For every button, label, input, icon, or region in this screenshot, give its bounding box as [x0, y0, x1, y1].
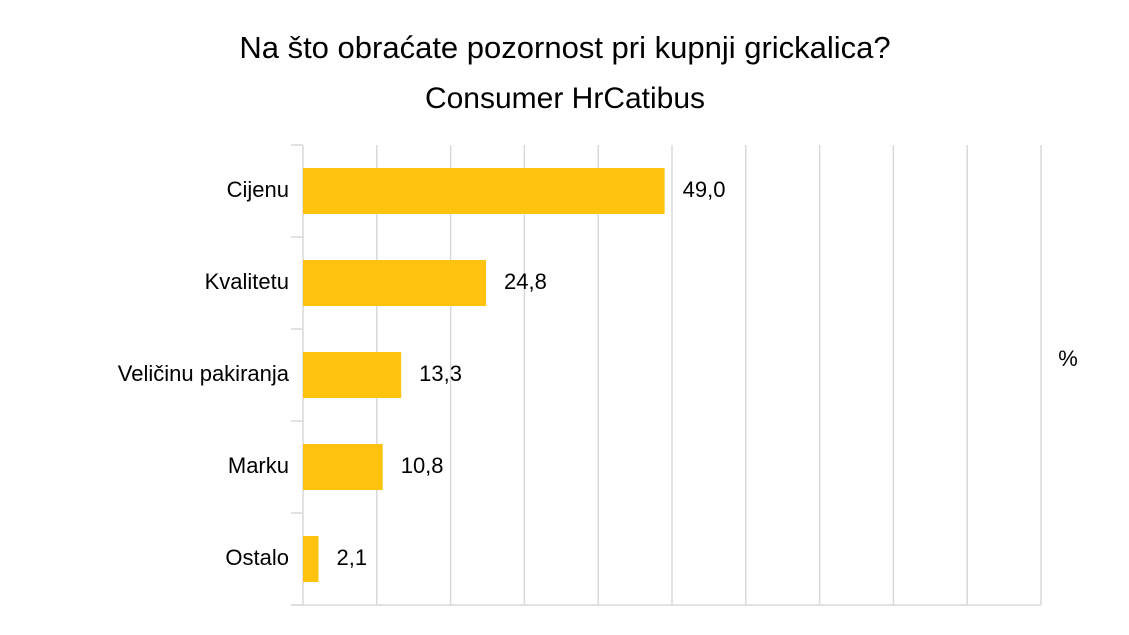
y-tick-label: Kvalitetu — [205, 269, 289, 294]
bar — [303, 352, 402, 398]
data-label: 24,8 — [504, 269, 547, 294]
bar — [303, 260, 487, 306]
y-tick-label: Marku — [228, 453, 289, 478]
y-tick-label: Cijenu — [227, 177, 289, 202]
unit-label: % — [1058, 346, 1078, 371]
bar — [303, 536, 319, 582]
chart-title: Na što obraćate pozornost pri kupnji gri… — [239, 30, 890, 65]
bar — [303, 168, 665, 214]
bar — [303, 444, 383, 490]
chart-subtitle: Consumer HrCatibus — [425, 82, 705, 115]
data-label: 10,8 — [401, 453, 444, 478]
data-label: 49,0 — [683, 177, 726, 202]
data-label: 13,3 — [419, 361, 462, 386]
y-tick-label: Ostalo — [225, 545, 289, 570]
y-tick-label: Veličinu pakiranja — [118, 361, 290, 386]
data-label: 2,1 — [336, 545, 367, 570]
